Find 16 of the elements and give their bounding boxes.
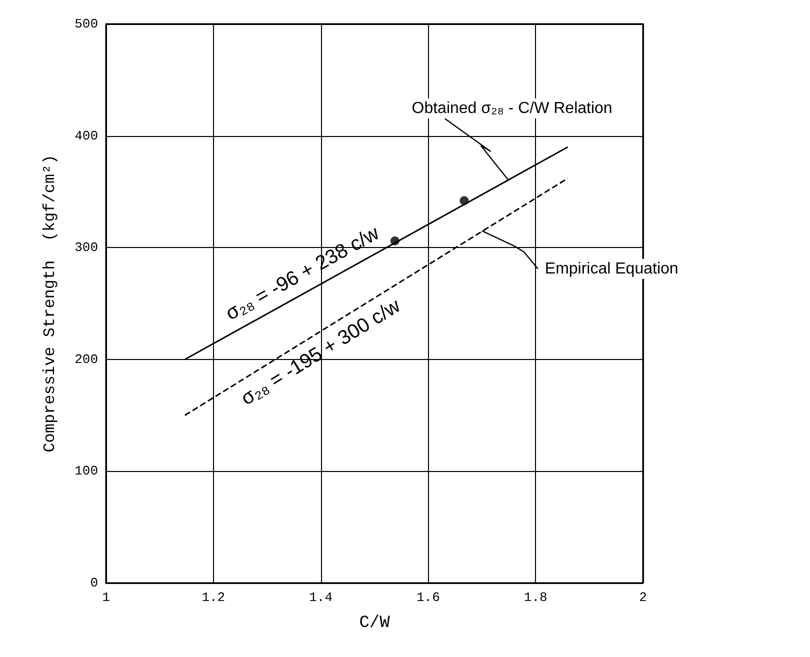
annotation: Obtained σ₂₈ - C/W Relation xyxy=(412,100,612,118)
y-tick-label: 300 xyxy=(74,240,98,256)
x-tick-label: 1 xyxy=(102,590,110,605)
y-tick-label: 0 xyxy=(90,576,98,590)
x-tick-label: 1.8 xyxy=(524,590,548,605)
x-tick-label: 2 xyxy=(639,590,647,605)
y-tick-label: 400 xyxy=(74,128,98,144)
x-axis-title: C/W xyxy=(359,614,391,633)
x-tick-label: 1.4 xyxy=(309,590,333,605)
x-tick-label: 1.2 xyxy=(202,590,226,605)
annotation: Empirical Equation xyxy=(544,260,678,278)
x-tick-label: 1.6 xyxy=(416,590,440,605)
y-tick-label: 100 xyxy=(74,464,98,479)
y-axis-title: Compressive Strength (kgf/cm²) xyxy=(41,154,59,452)
y-tick-label: 200 xyxy=(74,352,98,367)
y-tick-label: 500 xyxy=(74,16,98,32)
